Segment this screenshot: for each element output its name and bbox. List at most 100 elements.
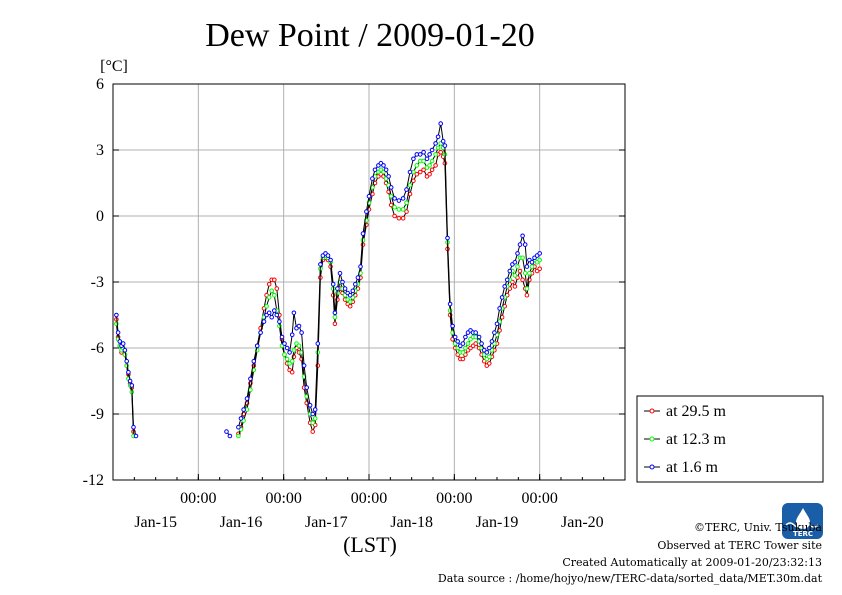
data-point <box>502 284 508 289</box>
data-point <box>476 334 482 340</box>
data-point <box>512 273 518 278</box>
data-point <box>254 343 260 349</box>
data-point <box>289 369 295 375</box>
data-point <box>282 341 287 346</box>
data-point <box>522 270 528 276</box>
data-point <box>251 358 257 364</box>
data-point <box>497 306 502 311</box>
grid-lines <box>113 84 625 480</box>
data-point <box>272 308 277 313</box>
data-point <box>307 402 313 408</box>
data-point <box>332 321 338 327</box>
data-point <box>520 255 525 261</box>
data-point <box>364 209 369 214</box>
x-date-label: Jan-16 <box>220 514 263 531</box>
series-0 <box>114 149 543 437</box>
data-point <box>114 312 119 318</box>
x-date-label: Jan-15 <box>134 514 177 531</box>
series-line <box>237 123 541 428</box>
data-point <box>236 433 241 439</box>
data-point <box>411 156 416 162</box>
data-point <box>342 286 348 291</box>
y-tick-label: 0 <box>96 208 104 225</box>
legend-box <box>636 395 824 483</box>
data-point <box>131 424 136 430</box>
data-point <box>504 277 510 283</box>
data-point <box>350 288 356 294</box>
data-point <box>370 176 375 181</box>
data-point <box>527 270 532 276</box>
data-point <box>424 156 430 162</box>
y-tick-label: -3 <box>91 274 104 291</box>
x-date-label: Jan-18 <box>390 514 433 531</box>
series-2 <box>114 121 543 439</box>
data-point <box>414 163 420 168</box>
data-point <box>442 143 448 148</box>
data-point <box>404 209 409 214</box>
data-point <box>301 363 307 368</box>
legend-label: at 12.3 m <box>666 431 727 448</box>
data-point <box>460 350 466 355</box>
data-point <box>537 266 543 272</box>
data-point <box>282 352 287 357</box>
data-point <box>383 167 389 173</box>
data-point <box>372 167 378 173</box>
data-point <box>452 334 458 340</box>
legend-label: at 29.5 m <box>666 403 727 420</box>
data-point <box>407 182 413 188</box>
data-point <box>388 185 394 190</box>
data-point <box>337 270 343 276</box>
chart-title: Dew Point / 2009-01-20 <box>205 17 535 54</box>
data-point <box>417 169 423 175</box>
data-point <box>358 264 363 269</box>
data-point <box>524 286 530 291</box>
data-point <box>386 174 391 179</box>
data-point <box>427 152 432 157</box>
data-point <box>310 420 316 426</box>
data-point <box>272 292 277 298</box>
legend: at 29.5 m at 12.3 m at 1.6 m <box>636 395 824 483</box>
data-point <box>421 158 426 164</box>
x-tick-label: 00:00 <box>436 490 472 507</box>
data-point <box>427 163 432 168</box>
credits: ©TERC, Univ. Tsukuba Observed at TERC To… <box>438 521 823 585</box>
data-point <box>492 330 497 335</box>
data-point <box>438 121 444 126</box>
data-point <box>445 235 450 241</box>
data-point <box>489 339 495 344</box>
data-point <box>347 292 353 298</box>
x-tick-label: 00:00 <box>351 490 387 507</box>
data-point <box>529 259 535 265</box>
legend-marker <box>649 436 655 442</box>
data-point <box>396 215 402 221</box>
data-point <box>473 330 479 335</box>
y-axis-ticks: 6 3 0 -3 -6 -9 -12 <box>83 76 625 489</box>
data-point <box>266 281 272 287</box>
data-point <box>512 259 518 265</box>
data-point <box>312 407 318 412</box>
data-series <box>114 121 543 439</box>
data-point <box>404 200 409 206</box>
credit-copyright: ©TERC, Univ. Tsukuba <box>694 521 822 534</box>
data-point <box>335 286 340 291</box>
data-point <box>479 341 484 346</box>
data-point <box>299 330 304 335</box>
data-point <box>310 429 316 434</box>
data-point <box>524 292 530 298</box>
data-point <box>396 198 402 203</box>
data-point <box>289 358 295 364</box>
data-point <box>291 310 297 316</box>
legend-marker <box>649 464 655 470</box>
x-date-label: Jan-20 <box>561 514 604 531</box>
data-point <box>304 385 310 390</box>
data-point <box>392 213 397 219</box>
data-point <box>274 286 280 291</box>
legend-label: at 1.6 m <box>666 459 719 476</box>
data-point <box>277 319 282 324</box>
data-point <box>115 330 121 335</box>
data-point <box>465 341 471 346</box>
data-point <box>366 193 372 199</box>
data-point <box>484 350 490 355</box>
data-point <box>421 167 426 173</box>
data-point <box>455 339 461 344</box>
